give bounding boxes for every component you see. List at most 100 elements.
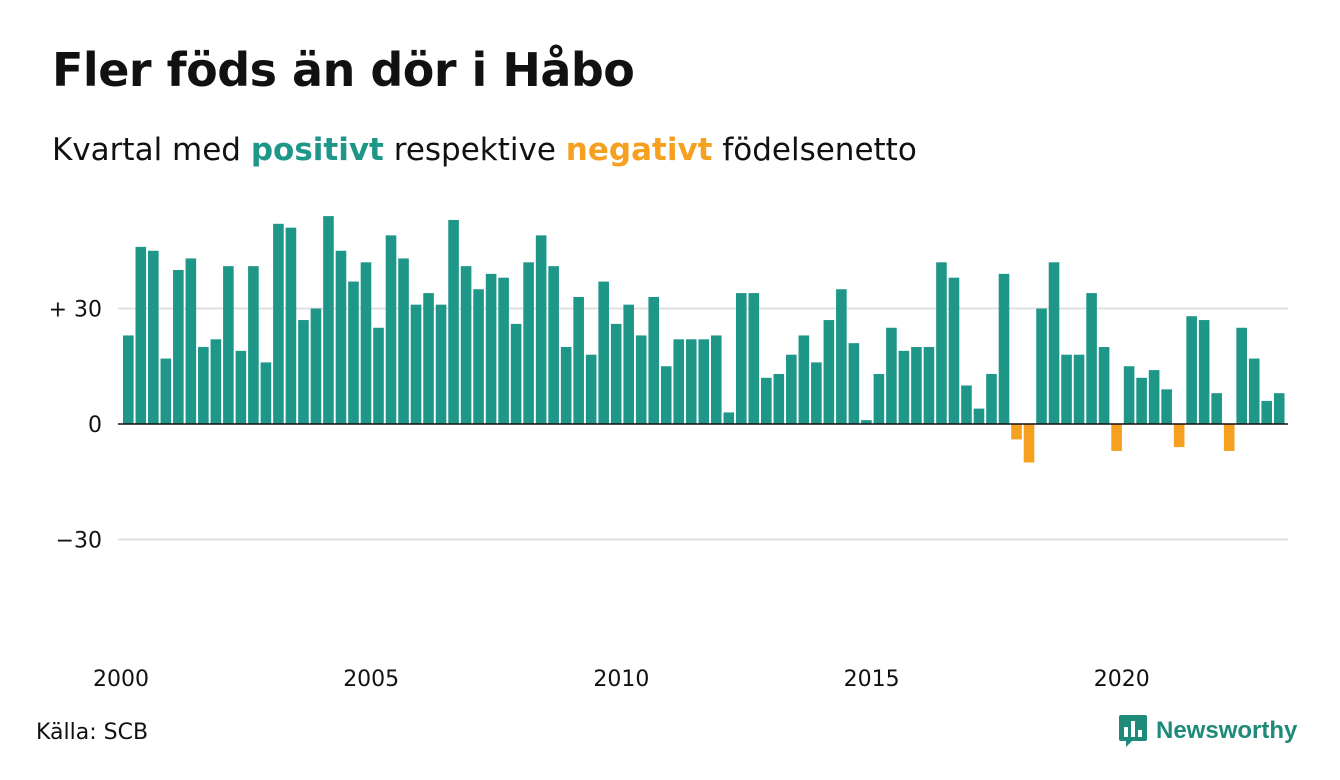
subtitle-middle: respektive [393, 132, 556, 168]
bar-positive [1236, 327, 1247, 424]
bar-positive [1036, 308, 1047, 424]
bar-negative [1011, 424, 1022, 440]
bar-positive [911, 347, 922, 424]
bar-positive [285, 227, 297, 424]
x-tick-label: 2015 [844, 667, 900, 692]
bar-positive [673, 339, 685, 424]
bar-negative [1173, 424, 1185, 448]
bar-positive [135, 246, 147, 424]
bar-positive [823, 320, 835, 424]
bar-positive [385, 235, 397, 424]
bar-positive [248, 266, 259, 424]
bar-positive [1098, 347, 1110, 424]
bar-positive [148, 250, 159, 424]
x-tick-label: 2000 [93, 667, 149, 692]
bar-positive [648, 296, 660, 424]
y-tick-label: 0 [88, 413, 102, 438]
bar-positive [298, 320, 309, 424]
y-axis-labels: + 30 0 −30 [49, 298, 102, 554]
bar-positive [1073, 354, 1085, 424]
bar-positive [448, 219, 459, 424]
bar-positive [748, 293, 760, 424]
bar-positive [1186, 316, 1197, 424]
bar-positive [573, 296, 584, 424]
x-axis-labels: 2000 2005 2010 2015 2020 [93, 667, 1150, 692]
bar-negative [1111, 424, 1122, 451]
subtitle-suffix: födelsenetto [722, 132, 917, 168]
bar-positive [773, 373, 785, 424]
bar-positive [1086, 293, 1097, 424]
bar-positive [173, 270, 184, 424]
bar-positive [710, 335, 722, 424]
y-tick-label: + 30 [49, 298, 102, 323]
bar-positive [473, 289, 484, 424]
bar-positive [485, 273, 497, 424]
bar-positive [1211, 393, 1222, 424]
subtitle-negative-word: negativt [565, 132, 713, 168]
bar-positive [1198, 320, 1210, 424]
bar-chart-speech-icon [1119, 715, 1147, 747]
bar-positive [185, 258, 197, 424]
subtitle-prefix: Kvartal med [52, 132, 241, 168]
bar-positive [973, 408, 985, 424]
bar-positive [223, 266, 234, 424]
bar-positive [523, 262, 534, 424]
bar-positive [460, 266, 472, 424]
bar-positive [398, 258, 409, 424]
x-tick-label: 2005 [343, 667, 399, 692]
bar-positive [610, 323, 622, 424]
bar-positive [623, 304, 634, 424]
bar-negative [1223, 424, 1235, 451]
bar-positive [1148, 370, 1160, 424]
bar-positive [761, 377, 772, 424]
bar-positive [210, 339, 222, 424]
bar-positive [123, 335, 134, 424]
bar-positive [510, 323, 522, 424]
bar-positive [1273, 393, 1285, 424]
bar-positive [310, 308, 322, 424]
bar-positive [498, 277, 509, 424]
bar-positive [786, 354, 797, 424]
subtitle-positive-word: positivt [250, 132, 384, 168]
bar-positive [886, 327, 897, 424]
bar-positive [585, 354, 597, 424]
bar-positive [898, 350, 910, 424]
brand-logo: Newsworthy [1118, 713, 1297, 749]
bar-positive [1061, 354, 1072, 424]
bar-positive [836, 289, 847, 424]
bar-positive [635, 335, 647, 424]
bar-positive [273, 223, 284, 424]
bar-positive [360, 262, 372, 424]
bar-positive [861, 420, 872, 424]
bar-positive [1248, 358, 1260, 424]
bar-positive [1161, 389, 1172, 424]
bar-chart: + 30 0 −30 2000 2005 2010 2015 2020 [49, 216, 1288, 692]
bar-positive [323, 216, 334, 424]
bar-positive [1123, 366, 1135, 424]
bar-positive [373, 327, 384, 424]
bar-positive [348, 281, 359, 424]
bar-positive [798, 335, 810, 424]
bar-positive [410, 304, 422, 424]
bar-positive [335, 250, 347, 424]
chart-subtitle: Kvartal med positivt respektive negativt… [52, 128, 917, 172]
bar-positive [1136, 377, 1147, 424]
x-tick-label: 2010 [593, 667, 649, 692]
brand-name: Newsworthy [1156, 717, 1298, 744]
bar-positive [698, 339, 710, 424]
bar-positive [998, 273, 1010, 424]
bar-positive [598, 281, 609, 424]
bar-positive [560, 347, 572, 424]
bar-positive [1261, 400, 1273, 424]
bar-positive [548, 266, 559, 424]
bar-negative [1023, 424, 1035, 463]
x-tick-label: 2020 [1094, 667, 1150, 692]
bar-positive [1048, 262, 1060, 424]
bars [123, 216, 1285, 463]
bar-positive [961, 385, 972, 424]
bar-positive [160, 358, 172, 424]
chart-title: Fler föds än dör i Håbo [52, 43, 635, 97]
bar-positive [723, 412, 735, 424]
bar-positive [660, 366, 672, 424]
bar-positive [260, 362, 272, 424]
